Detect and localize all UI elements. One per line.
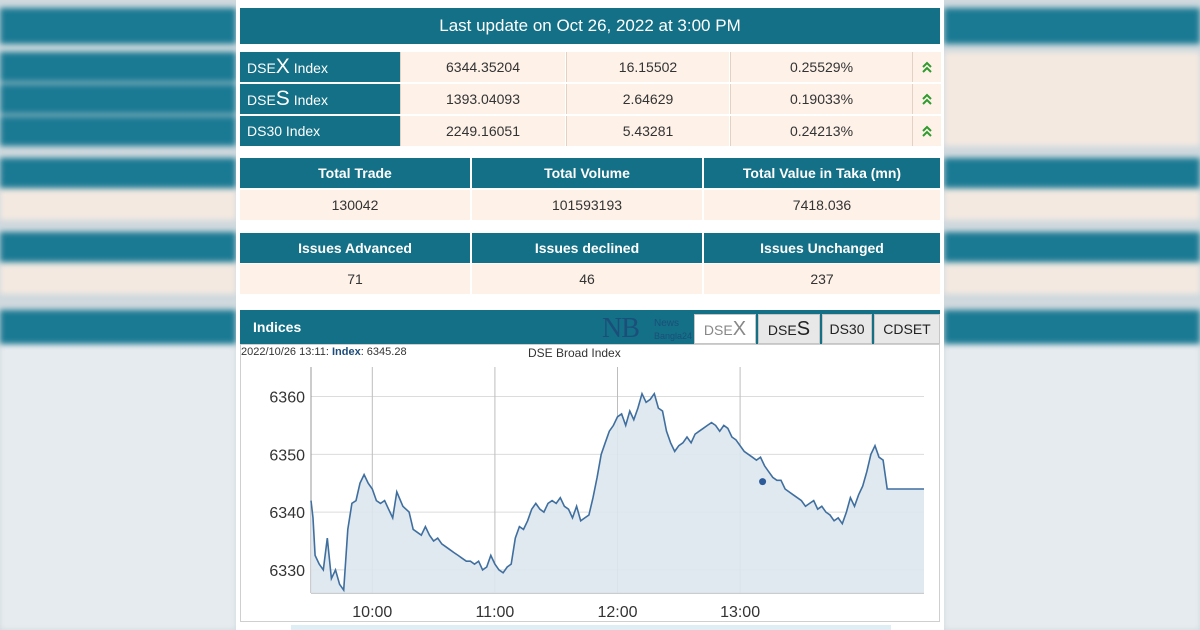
y-tick-label: 6350	[269, 447, 305, 464]
double-chevron-up-icon	[912, 84, 941, 114]
index-change: 5.43281	[566, 116, 729, 146]
x-tick-label: 13:00	[720, 604, 760, 621]
chart-svg: 6330 6340 6350 6360 10:00 11:00 12:00 13:00	[269, 367, 924, 621]
index-name[interactable]: DSES Index	[240, 84, 400, 114]
total-trade-value: 130042	[240, 190, 470, 220]
index-percent: 0.24213%	[730, 116, 912, 146]
total-trade-header: Total Trade	[240, 158, 470, 188]
index-change: 16.15502	[566, 52, 729, 82]
index-percent: 0.25529%	[730, 52, 912, 82]
x-tick-label: 10:00	[352, 604, 392, 621]
dse-broad-index-chart: 6330 6340 6350 6360 10:00 11:00 12:00 13:00 202…	[240, 344, 940, 622]
issues-unchanged-header: Issues Unchanged	[704, 233, 940, 263]
index-value: 1393.04093	[400, 84, 565, 114]
y-tick-label: 6360	[269, 390, 305, 407]
chart-tooltip-readout: 2022/10/26 13:11: Index: 6345.28	[241, 346, 407, 358]
tab-dsex[interactable]: DSEX	[694, 314, 756, 344]
issues-advanced-header: Issues Advanced	[240, 233, 470, 263]
x-tick-label: 12:00	[597, 604, 637, 621]
tab-cdset[interactable]: CDSET	[874, 314, 940, 344]
issues-declined-value: 46	[472, 264, 702, 294]
index-percent: 0.19033%	[730, 84, 912, 114]
double-chevron-up-icon	[912, 116, 941, 146]
index-value: 2249.16051	[400, 116, 565, 146]
y-tick-label: 6330	[269, 563, 305, 580]
issues-advanced-value: 71	[240, 264, 470, 294]
bottom-strip	[291, 625, 891, 630]
index-row-dsex: DSEX Index 6344.35204 16.15502 0.25529%	[240, 52, 941, 82]
issues-declined-header: Issues declined	[472, 233, 702, 263]
index-row-ds30: DS30 Index 2249.16051 5.43281 0.24213%	[240, 116, 941, 146]
total-volume-header: Total Volume	[472, 158, 702, 188]
tab-dses[interactable]: DSES	[758, 314, 820, 344]
chart-title: DSE Broad Index	[528, 346, 621, 360]
last-update-header: Last update on Oct 26, 2022 at 3:00 PM	[240, 8, 940, 44]
tab-ds30[interactable]: DS30	[822, 314, 872, 344]
index-name[interactable]: DSEX Index	[240, 52, 400, 82]
blurred-background-right	[944, 0, 1200, 630]
index-series-line	[310, 391, 924, 593]
market-summary-panel: Last update on Oct 26, 2022 at 3:00 PM D…	[236, 0, 944, 630]
blurred-background-left	[0, 0, 236, 630]
index-area-fill	[311, 393, 924, 593]
indices-tab-bar: Indices NB News Bangla24 DSEX DSES DS30 …	[240, 310, 940, 344]
index-value: 6344.35204	[400, 52, 565, 82]
index-change: 2.64629	[566, 84, 729, 114]
total-value-value: 7418.036	[704, 190, 940, 220]
issues-unchanged-value: 237	[704, 264, 940, 294]
x-tick-label: 11:00	[475, 604, 514, 621]
index-row-dses: DSES Index 1393.04093 2.64629 0.19033%	[240, 84, 941, 114]
double-chevron-up-icon	[912, 52, 941, 82]
y-tick-label: 6340	[269, 505, 305, 522]
total-value-header: Total Value in Taka (mn)	[704, 158, 940, 188]
hover-marker-point	[759, 478, 767, 486]
index-name[interactable]: DS30 Index	[240, 116, 400, 146]
indices-title: Indices	[253, 319, 302, 335]
total-volume-value: 101593193	[472, 190, 702, 220]
